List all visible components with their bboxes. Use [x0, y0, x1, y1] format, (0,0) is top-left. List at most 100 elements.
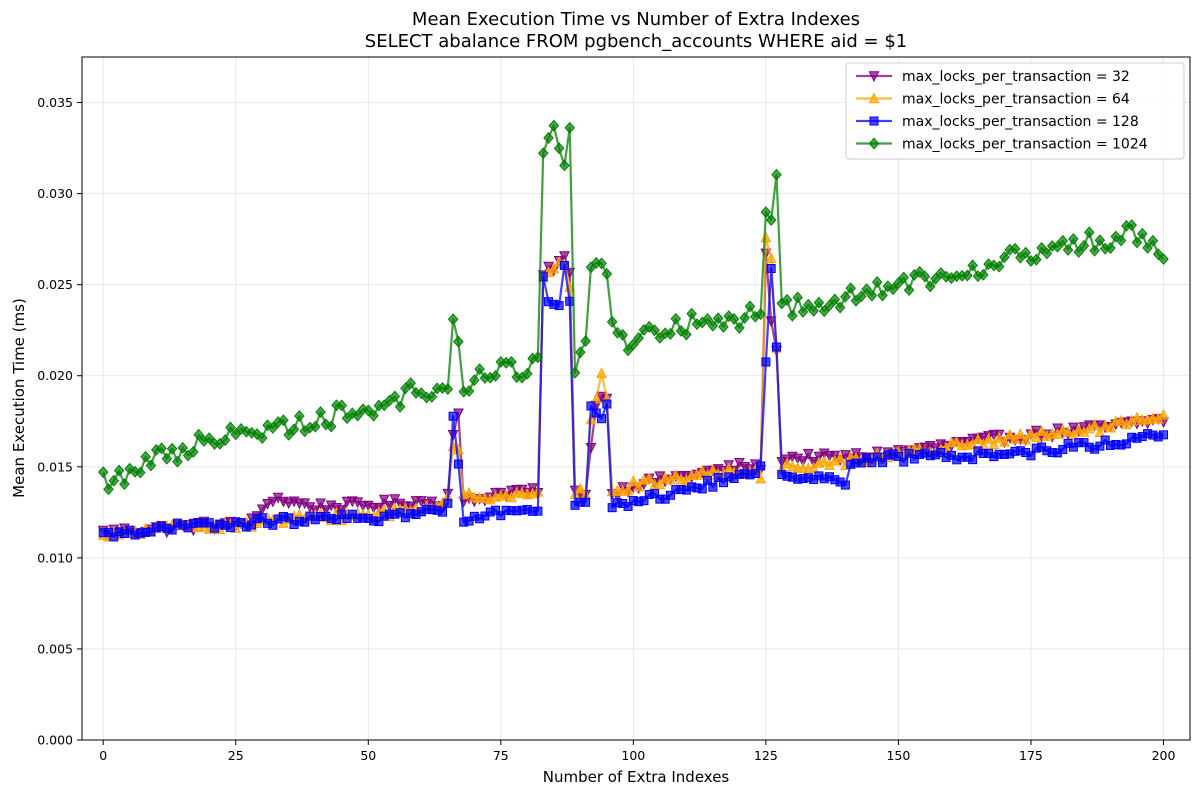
data-point — [331, 515, 341, 525]
data-point — [988, 438, 1000, 450]
data-point — [744, 300, 756, 313]
data-point — [856, 290, 867, 303]
data-point — [797, 305, 809, 318]
plot-frame — [81, 56, 1191, 741]
x-tick-label: 50 — [360, 748, 376, 763]
data-point — [909, 454, 919, 464]
data-point — [300, 517, 310, 527]
data-point — [919, 270, 931, 283]
data-point — [437, 507, 447, 517]
data-point — [1079, 438, 1089, 448]
data-point — [113, 464, 125, 477]
data-point — [781, 457, 793, 469]
data-point — [1009, 242, 1021, 255]
data-point — [97, 466, 109, 479]
data-point — [633, 332, 644, 344]
data-point — [1158, 408, 1169, 420]
plot-area — [97, 119, 1169, 542]
legend-item: max_locks_per_transaction = 64 — [856, 92, 1130, 108]
data-point — [109, 532, 119, 542]
y-tick-label: 0.010 — [37, 550, 73, 565]
data-point — [1030, 425, 1042, 437]
data-point — [878, 458, 888, 468]
data-point — [1073, 245, 1084, 258]
legend-item: max_locks_per_transaction = 128 — [856, 114, 1139, 130]
data-point — [336, 399, 348, 412]
data-point — [771, 168, 782, 181]
data-point — [696, 464, 708, 476]
data-point — [564, 121, 575, 134]
data-point — [426, 390, 438, 403]
data-point — [962, 269, 973, 282]
y-axis-label: Mean Execution Time (ms) — [10, 298, 28, 498]
data-point — [352, 409, 363, 422]
data-point — [829, 293, 841, 306]
data-point — [125, 525, 135, 535]
data-point — [601, 267, 613, 280]
data-point — [607, 503, 617, 513]
data-point — [765, 252, 777, 264]
data-point — [1014, 428, 1026, 439]
data-point — [702, 313, 713, 326]
data-point — [633, 480, 645, 492]
x-tick-label: 200 — [1152, 748, 1176, 763]
data-point — [294, 410, 305, 422]
data-point — [251, 428, 263, 440]
data-point — [756, 461, 766, 471]
data-point — [713, 473, 723, 483]
data-point — [400, 382, 411, 395]
data-point — [574, 482, 586, 494]
data-point — [188, 445, 199, 458]
data-point — [649, 324, 660, 337]
data-point — [533, 506, 543, 516]
x-tick-label: 25 — [228, 748, 244, 763]
data-point — [877, 289, 888, 302]
data-point — [718, 320, 729, 333]
data-point — [818, 305, 830, 318]
x-tick-label: 125 — [754, 748, 778, 763]
data-point — [1094, 234, 1106, 247]
data-point — [315, 498, 326, 510]
data-point — [581, 497, 591, 507]
data-point — [946, 450, 956, 460]
data-point — [496, 511, 506, 521]
data-point — [554, 301, 564, 311]
data-point — [999, 435, 1010, 447]
y-tick-label: 0.030 — [37, 186, 73, 201]
data-point — [977, 268, 989, 281]
data-point — [453, 459, 463, 469]
data-point — [808, 304, 819, 317]
data-point — [469, 374, 480, 387]
data-point — [463, 486, 475, 498]
data-point — [1100, 435, 1110, 445]
data-point — [1152, 248, 1164, 261]
data-point — [256, 504, 268, 516]
data-point — [1057, 423, 1069, 435]
data-point — [586, 401, 596, 411]
data-point — [1084, 226, 1095, 239]
data-point — [1020, 246, 1031, 259]
data-point — [914, 266, 925, 278]
data-point — [898, 271, 909, 284]
data-point — [771, 342, 781, 352]
data-point — [405, 377, 416, 390]
chart-title: Mean Execution Time vs Number of Extra I… — [412, 9, 860, 30]
data-point — [862, 453, 872, 463]
data-point — [755, 308, 766, 321]
data-point — [1158, 430, 1168, 440]
x-axis-label: Number of Extra Indexes — [543, 768, 730, 786]
data-point — [1078, 239, 1090, 252]
data-point — [1099, 419, 1111, 431]
data-point — [464, 516, 474, 526]
x-tick-label: 150 — [886, 748, 910, 763]
data-point — [868, 137, 880, 150]
data-point — [580, 335, 591, 348]
data-point — [491, 505, 501, 515]
data-point — [161, 452, 173, 465]
data-point — [267, 496, 279, 508]
legend-item: max_locks_per_transaction = 1024 — [856, 137, 1148, 153]
data-point — [871, 276, 883, 289]
data-point — [1094, 426, 1106, 437]
data-point — [675, 325, 687, 337]
data-point — [490, 369, 501, 382]
